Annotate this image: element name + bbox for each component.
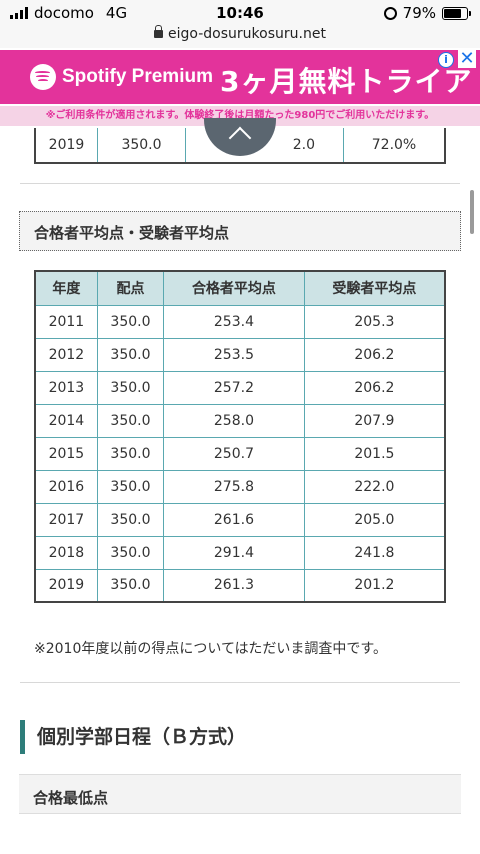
section-title: 合格者平均点・受験者平均点: [34, 224, 230, 242]
section-title: 合格最低点: [33, 789, 109, 807]
cell-passer-average: 257.2: [163, 370, 305, 405]
header-passer-average: 合格者平均点: [163, 270, 305, 306]
spotify-logo-icon: [30, 64, 56, 90]
table-row: 2015 350.0 250.7 201.5: [34, 436, 446, 471]
battery-percent: 79%: [402, 4, 436, 22]
partial-table-row: 2019 350.0 2.0 72.0%: [34, 128, 446, 164]
table-row: 2017 350.0 261.6 205.0: [34, 502, 446, 537]
lock-icon: [154, 25, 164, 38]
status-bar-right: 79%: [383, 4, 471, 22]
cell-points: 350.0: [96, 337, 165, 372]
ad-info-icon[interactable]: i: [438, 52, 454, 68]
signal-icon: [10, 7, 28, 19]
cell-examinee-average: 205.3: [303, 304, 446, 339]
cell-points: 350.0: [96, 469, 165, 504]
ad-subtext: ※ご利用条件が適用されます。体験終了後は月額たった980円でご利用いただけます。: [0, 106, 480, 126]
note-text: ※2010年度以前の得点についてはただいま調査中です。: [34, 641, 387, 657]
ad-close-icon[interactable]: ✕: [458, 48, 476, 69]
cell-points: 350.0: [96, 535, 165, 570]
cell-year: 2015: [34, 436, 98, 471]
ad-brand: Spotify Premium: [62, 66, 213, 87]
divider: [20, 183, 460, 184]
ad-main-area[interactable]: Spotify Premium 3ヶ月無料トライアル: [0, 50, 480, 138]
table-row: 2013 350.0 257.2 206.2: [34, 370, 446, 405]
cell-examinee-average: 207.9: [303, 403, 446, 438]
cell-examinee-average: 201.5: [303, 436, 446, 471]
cell-year: 2012: [34, 337, 98, 372]
section-heading: 個別学部日程（Ｂ方式）: [20, 720, 246, 754]
cell-examinee-average: 205.0: [303, 502, 446, 537]
cell-examinee-average: 206.2: [303, 337, 446, 372]
url-bar[interactable]: eigo-dosurukosuru.net: [0, 25, 480, 48]
cell-passer-average: 275.8: [163, 469, 305, 504]
network-type: 4G: [105, 4, 128, 22]
cell-year: 2016: [34, 469, 98, 504]
table-row: 2014 350.0 258.0 207.9: [34, 403, 446, 438]
cell-passer-average: 291.4: [163, 535, 305, 570]
cell-points: 350.0: [96, 502, 165, 537]
section-header-average-scores: 合格者平均点・受験者平均点: [19, 211, 461, 251]
cell-year: 2017: [34, 502, 98, 537]
cell-year: 2014: [34, 403, 98, 438]
cell-year: 2013: [34, 370, 98, 405]
battery-icon: [442, 6, 471, 20]
header-points: 配点: [96, 270, 165, 306]
partial-year: 2019: [36, 128, 98, 162]
cell-points: 350.0: [96, 568, 165, 603]
cell-passer-average: 253.5: [163, 337, 305, 372]
table-row: 2019 350.0 261.3 201.2: [34, 568, 446, 603]
cell-passer-average: 261.6: [163, 502, 305, 537]
cell-examinee-average: 222.0: [303, 469, 446, 504]
cell-passer-average: 258.0: [163, 403, 305, 438]
partial-points: 350.0: [98, 128, 186, 162]
table-row: 2018 350.0 291.4 241.8: [34, 535, 446, 570]
table-header-row: 年度 配点 合格者平均点 受験者平均点: [34, 270, 446, 306]
ad-banner[interactable]: Spotify Premium 3ヶ月無料トライアル i ✕ ※ご利用条件が適用…: [0, 48, 480, 138]
partial-rate: 72.0%: [371, 137, 417, 153]
alarm-icon: [383, 6, 397, 20]
cell-year: 2018: [34, 535, 98, 570]
cell-points: 350.0: [96, 370, 165, 405]
cell-points: 350.0: [96, 403, 165, 438]
partial-value: 2.0: [186, 128, 344, 162]
cell-year: 2011: [34, 304, 98, 339]
section-header-minimum-score: 合格最低点: [19, 774, 461, 814]
status-bar: docomo 4G 10:46 79%: [0, 0, 480, 26]
table-row: 2016 350.0 275.8 222.0: [34, 469, 446, 504]
header-examinee-average: 受験者平均点: [303, 270, 446, 306]
table-row: 2011 350.0 253.4 205.3: [34, 304, 446, 339]
clock: 10:46: [216, 4, 264, 22]
scores-table: 年度 配点 合格者平均点 受験者平均点 2011 350.0 253.4 205.3 2…: [34, 270, 446, 603]
scrollbar-thumb[interactable]: [470, 190, 474, 234]
header-year: 年度: [34, 270, 98, 306]
cell-examinee-average: 201.2: [303, 568, 446, 603]
status-bar-left: docomo 4G: [10, 4, 127, 22]
cell-examinee-average: 206.2: [303, 370, 446, 405]
cell-passer-average: 261.3: [163, 568, 305, 603]
carrier-name: docomo: [34, 4, 94, 22]
cell-points: 350.0: [96, 304, 165, 339]
url-text[interactable]: eigo-dosurukosuru.net: [168, 26, 326, 42]
cell-passer-average: 250.7: [163, 436, 305, 471]
cell-year: 2019: [34, 568, 98, 603]
table-body: 2011 350.0 253.4 205.3 2012 350.0 253.5 206.2 20…: [34, 304, 446, 603]
divider: [20, 682, 460, 683]
table-row: 2012 350.0 253.5 206.2: [34, 337, 446, 372]
cell-examinee-average: 241.8: [303, 535, 446, 570]
cell-points: 350.0: [96, 436, 165, 471]
cell-passer-average: 253.4: [163, 304, 305, 339]
